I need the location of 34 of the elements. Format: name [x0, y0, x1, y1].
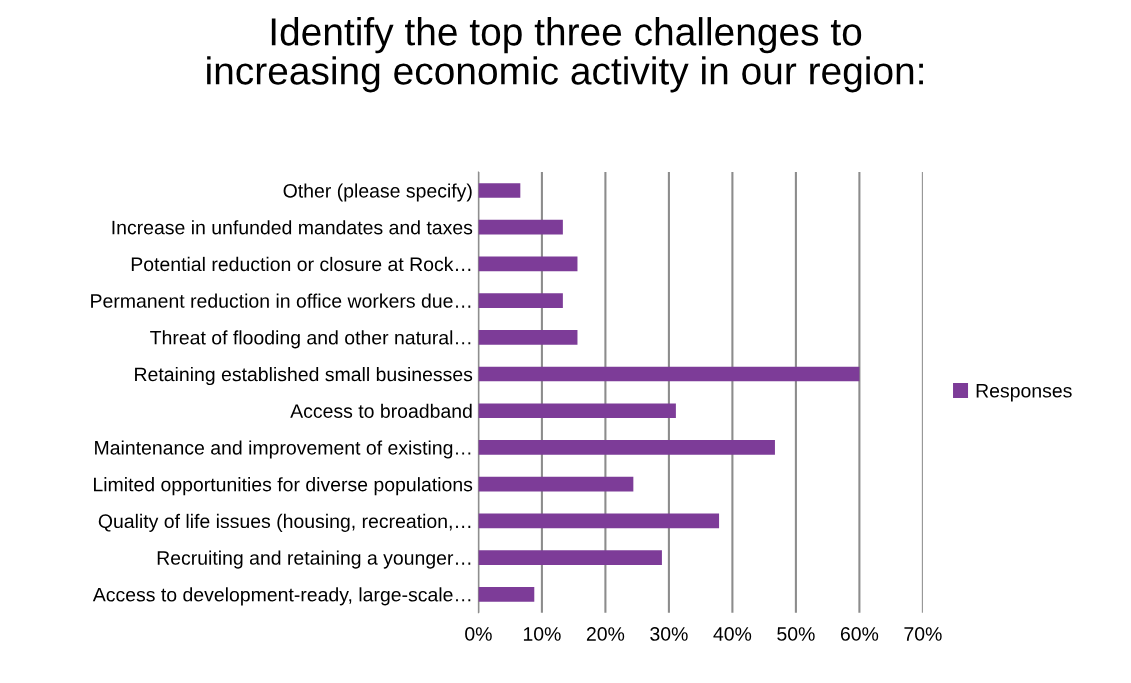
y-tick-label: Maintenance and improvement of existing… — [95, 440, 471, 459]
y-tick-label: Recruiting and retaining a younger… — [157, 550, 471, 569]
y-tick-label: Other (please specify) — [283, 183, 472, 202]
x-tick-label: 50% — [777, 627, 815, 641]
x-tick-label: 0% — [465, 627, 492, 641]
bar — [478, 256, 578, 272]
y-tick-label: Potential reduction or closure at Rock… — [131, 256, 471, 272]
bar — [478, 586, 535, 602]
x-tick-label: 40% — [713, 627, 752, 641]
bar — [478, 440, 775, 455]
bar — [478, 476, 634, 492]
y-tick-label: Retaining established small businesses — [135, 366, 473, 386]
y-tick-label: Permanent reduction in office workers due… — [91, 293, 471, 308]
bar — [478, 366, 860, 382]
y-tick-label: Threat of flooding and other natural… — [150, 330, 471, 349]
bar — [478, 403, 676, 419]
y-tick-label: Quality of life issues (housing, recreation,… — [98, 513, 471, 532]
bar — [478, 183, 521, 198]
x-tick-label: 70% — [904, 627, 942, 641]
y-tick-label: Access to broadband — [290, 403, 472, 418]
bar — [478, 293, 563, 308]
x-tick-label: 10% — [523, 627, 561, 641]
x-tick-label: 20% — [586, 627, 625, 641]
legend-label: Responses — [976, 384, 1072, 402]
bar — [478, 550, 662, 565]
bar — [478, 329, 578, 345]
bar — [478, 513, 720, 529]
x-tick-label: 30% — [650, 627, 688, 641]
x-tick-label: 60% — [840, 627, 879, 641]
chart-title: Identify the top three challenges to increasing economic activity in our region: — [207, 17, 923, 93]
bar — [478, 219, 563, 235]
y-tick-label: Limited opportunities for diverse populations — [94, 477, 473, 496]
y-tick-label: Increase in unfunded mandates and taxes — [112, 220, 473, 235]
y-tick-label: Access to development-ready, large-scale… — [92, 587, 471, 606]
